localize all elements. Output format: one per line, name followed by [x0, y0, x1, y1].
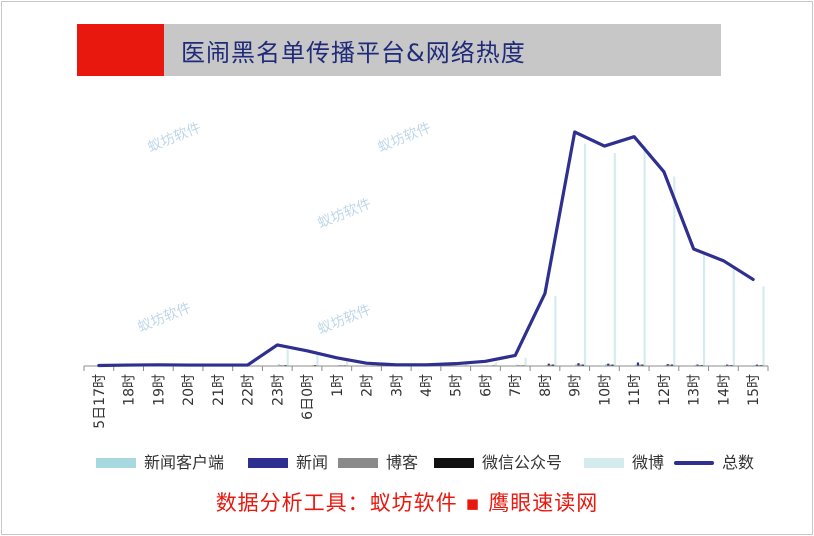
watermark-text: 蚁坊软件: [376, 120, 434, 156]
legend-swatch-news-client: [96, 458, 136, 468]
bar-4-14: [524, 357, 527, 366]
bar-4-21: [732, 265, 735, 366]
title-bar: 医闹黑名单传播平台&网络热度: [77, 24, 721, 76]
bar-4-13: [494, 362, 497, 366]
x-tick-label: 18时: [122, 374, 138, 406]
x-tick-label: 13时: [687, 374, 703, 406]
legend-swatch-weibo: [584, 458, 624, 468]
watermark-text: 蚁坊软件: [136, 300, 194, 336]
bar-4-7: [316, 354, 319, 366]
legend-swatch-news: [248, 458, 288, 468]
bar-1-17: [607, 363, 610, 366]
bar-4-8: [346, 358, 349, 366]
title-accent-block: [77, 24, 164, 76]
bar-4-18: [643, 146, 646, 366]
bar-3-15: [552, 364, 555, 366]
bar-1-16: [577, 363, 580, 366]
bar-2-18: [639, 364, 642, 366]
bar-0-16: [575, 364, 578, 366]
bar-2-16: [579, 364, 582, 366]
bar-2-19: [668, 364, 672, 366]
x-tick-label: 19时: [151, 374, 167, 406]
x-tick-label: 12时: [657, 374, 673, 406]
footer-prefix: 数据分析工具：: [215, 491, 370, 515]
bar-2-15: [549, 364, 553, 366]
x-tick-label: 23时: [270, 374, 286, 406]
footer-credit: 数据分析工具：蚁坊软件 ▪ 鹰眼速读网: [0, 487, 814, 517]
x-tick-label: 1时: [330, 374, 346, 397]
x-tick-label: 10时: [597, 374, 613, 406]
legend-label-news-client: 新闻客户端: [144, 453, 225, 472]
bar-1-15: [547, 363, 550, 366]
bar-0-14: [515, 364, 518, 366]
bar-0-17: [604, 364, 608, 366]
x-tick-label: 5日17时: [92, 374, 108, 429]
footer-separator: ▪: [465, 491, 481, 515]
x-tick-label: 22时: [241, 374, 257, 406]
x-tick-label: 6时: [478, 374, 494, 397]
legend-swatch-wechat: [434, 458, 474, 468]
bar-0-6: [277, 364, 281, 366]
x-tick-label: 14时: [716, 374, 732, 406]
bar-4-15: [554, 295, 557, 366]
bar-3-18: [641, 364, 644, 366]
footer-tool2: 鹰眼速读网: [488, 491, 599, 515]
legend-label-weibo: 微博: [632, 453, 665, 472]
x-tick-label: 5时: [449, 374, 465, 397]
x-tick-label: 6日0时: [300, 374, 316, 420]
x-tick-label: 8时: [538, 374, 554, 397]
watermark-text: 蚁坊软件: [316, 302, 374, 338]
x-tick-label: 7时: [508, 374, 524, 397]
x-tick-label: 3时: [389, 374, 405, 397]
x-tick-label: 4时: [419, 374, 435, 397]
bar-3-19: [671, 364, 674, 366]
x-tick-label: 20时: [181, 374, 197, 406]
bar-1-21: [726, 364, 729, 366]
total-series-line: [97, 130, 755, 368]
legend-label-total: 总数: [722, 453, 755, 472]
x-tick-label: 11时: [627, 374, 643, 406]
bar-4-20: [702, 253, 706, 366]
bar-3-17: [611, 364, 614, 366]
x-tick-label: 15时: [746, 374, 762, 406]
bar-1-18: [636, 362, 640, 366]
watermark-text: 蚁坊软件: [146, 120, 204, 156]
legend-swatch-blog: [338, 458, 378, 468]
bar-4-16: [583, 143, 587, 366]
bar-1-20: [696, 364, 699, 366]
chart-title: 医闹黑名单传播平台&网络热度: [181, 39, 526, 67]
bar-4-12: [465, 363, 468, 366]
bar-4-6: [286, 349, 289, 366]
x-tick-label: 9时: [568, 374, 584, 397]
bar-4-19: [673, 176, 676, 366]
legend-label-wechat: 微信公众号: [482, 453, 563, 472]
x-tick-label: 21时: [211, 374, 227, 406]
legend-label-news: 新闻: [296, 453, 329, 472]
bar-1-22: [755, 364, 759, 366]
bar-3-16: [581, 364, 584, 366]
bar-1-19: [666, 364, 669, 366]
watermark-text: 蚁坊软件: [316, 196, 374, 232]
bar-0-18: [634, 364, 637, 366]
footer-tool1: 蚁坊软件: [369, 491, 458, 515]
legend-swatch-total: [674, 461, 714, 465]
bar-2-17: [609, 364, 612, 366]
bar-4-22: [762, 286, 765, 366]
x-tick-label: 2时: [360, 374, 376, 397]
bar-4-17: [613, 153, 616, 366]
legend-label-blog: 博客: [386, 453, 419, 472]
